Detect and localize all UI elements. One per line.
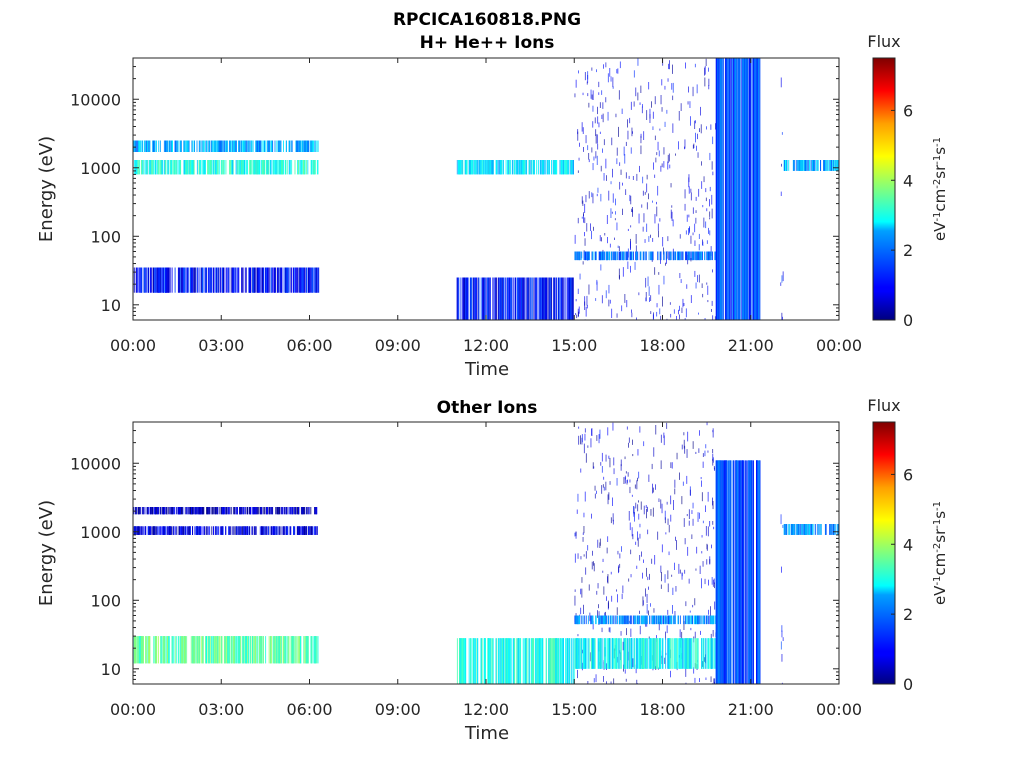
colorbar-tick-label: 0 (903, 675, 913, 694)
colorbar-title: Flux (867, 396, 900, 415)
y-axis-label: Energy (eV) (36, 136, 57, 242)
flux-region (133, 507, 318, 515)
flux-region (456, 277, 574, 320)
x-tick-label: 21:00 (728, 700, 774, 719)
x-axis-label: Time (464, 723, 509, 744)
flux-region (133, 636, 319, 664)
colorbar-tick-label: 4 (903, 535, 913, 554)
y-tick-label: 1000 (80, 523, 121, 542)
y-tick-label: 10000 (70, 90, 121, 109)
plot1-title: H+ He++ Ions (420, 33, 555, 53)
flux-region (456, 160, 574, 175)
x-tick-label: 00:00 (816, 336, 862, 355)
flux-region (715, 460, 761, 684)
x-tick-label: 06:00 (286, 700, 332, 719)
y-tick-label: 10000 (70, 454, 121, 473)
colorbar-title: Flux (867, 32, 900, 51)
flux-region (783, 160, 839, 171)
x-tick-label: 00:00 (110, 700, 156, 719)
colorbar-tick-label: 4 (903, 171, 913, 190)
colorbar-tick-label: 2 (903, 605, 913, 624)
y-tick-label: 100 (90, 227, 121, 246)
flux-region (133, 267, 320, 293)
y-tick-label: 100 (90, 591, 121, 610)
colorbar-tick-label: 6 (903, 465, 913, 484)
flux-region (133, 526, 318, 535)
x-tick-label: 06:00 (286, 336, 332, 355)
colorbar-tick-label: 0 (903, 311, 913, 330)
flux-region (574, 638, 717, 669)
plot2-title: Other Ions (437, 398, 538, 418)
x-tick-label: 00:00 (110, 336, 156, 355)
x-tick-label: 12:00 (463, 336, 509, 355)
x-tick-label: 15:00 (551, 700, 597, 719)
plot-h-he-ions: 00:00 03:00 06:00 09:00 12:00 15:00 18:00 21:00… (70, 57, 862, 355)
x-tick-label: 03:00 (198, 336, 244, 355)
x-tick-label: 18:00 (639, 700, 685, 719)
colorbar-ticks: 0 2 4 6 (891, 101, 913, 330)
y-tick-label: 10 (101, 660, 121, 679)
flux-region (133, 140, 319, 152)
plot-other-ions: 00:00 03:00 06:00 09:00 12:00 15:00 18:00 21:00… (70, 421, 862, 719)
colorbar-ticks: 0 2 4 6 (891, 465, 913, 694)
spectrogram-data (133, 422, 839, 684)
flux-region (783, 524, 839, 535)
flux-region (456, 638, 575, 684)
colorbar-units: eV-1cm-2sr-1s-1 (931, 501, 949, 605)
x-tick-label: 21:00 (728, 336, 774, 355)
x-tick-label: 18:00 (639, 336, 685, 355)
flux-region (574, 251, 717, 261)
colorbar-tick-label: 6 (903, 101, 913, 120)
flux-region (780, 77, 784, 320)
figure-title: RPCICA160818.PNG (393, 10, 581, 30)
flux-region (715, 58, 761, 320)
x-tick-label: 00:00 (816, 700, 862, 719)
x-tick-label: 12:00 (463, 700, 509, 719)
colorbar-units: eV-1cm-2sr-1s-1 (931, 137, 949, 241)
colorbar (872, 421, 896, 685)
flux-region (134, 160, 319, 175)
x-tick-label: 09:00 (375, 336, 421, 355)
y-tick-label: 1000 (80, 159, 121, 178)
x-axis-label: Time (464, 359, 509, 380)
flux-region (780, 514, 784, 684)
flux-region (574, 615, 716, 625)
flux-region (574, 58, 716, 320)
colorbar-tick-label: 2 (903, 241, 913, 260)
x-tick-label: 03:00 (198, 700, 244, 719)
x-tick-label: 09:00 (375, 700, 421, 719)
spectrogram-data (133, 58, 839, 320)
y-tick-label: 10 (101, 296, 121, 315)
colorbar (872, 57, 896, 321)
x-tick-label: 15:00 (551, 336, 597, 355)
y-axis-label: Energy (eV) (36, 500, 57, 606)
